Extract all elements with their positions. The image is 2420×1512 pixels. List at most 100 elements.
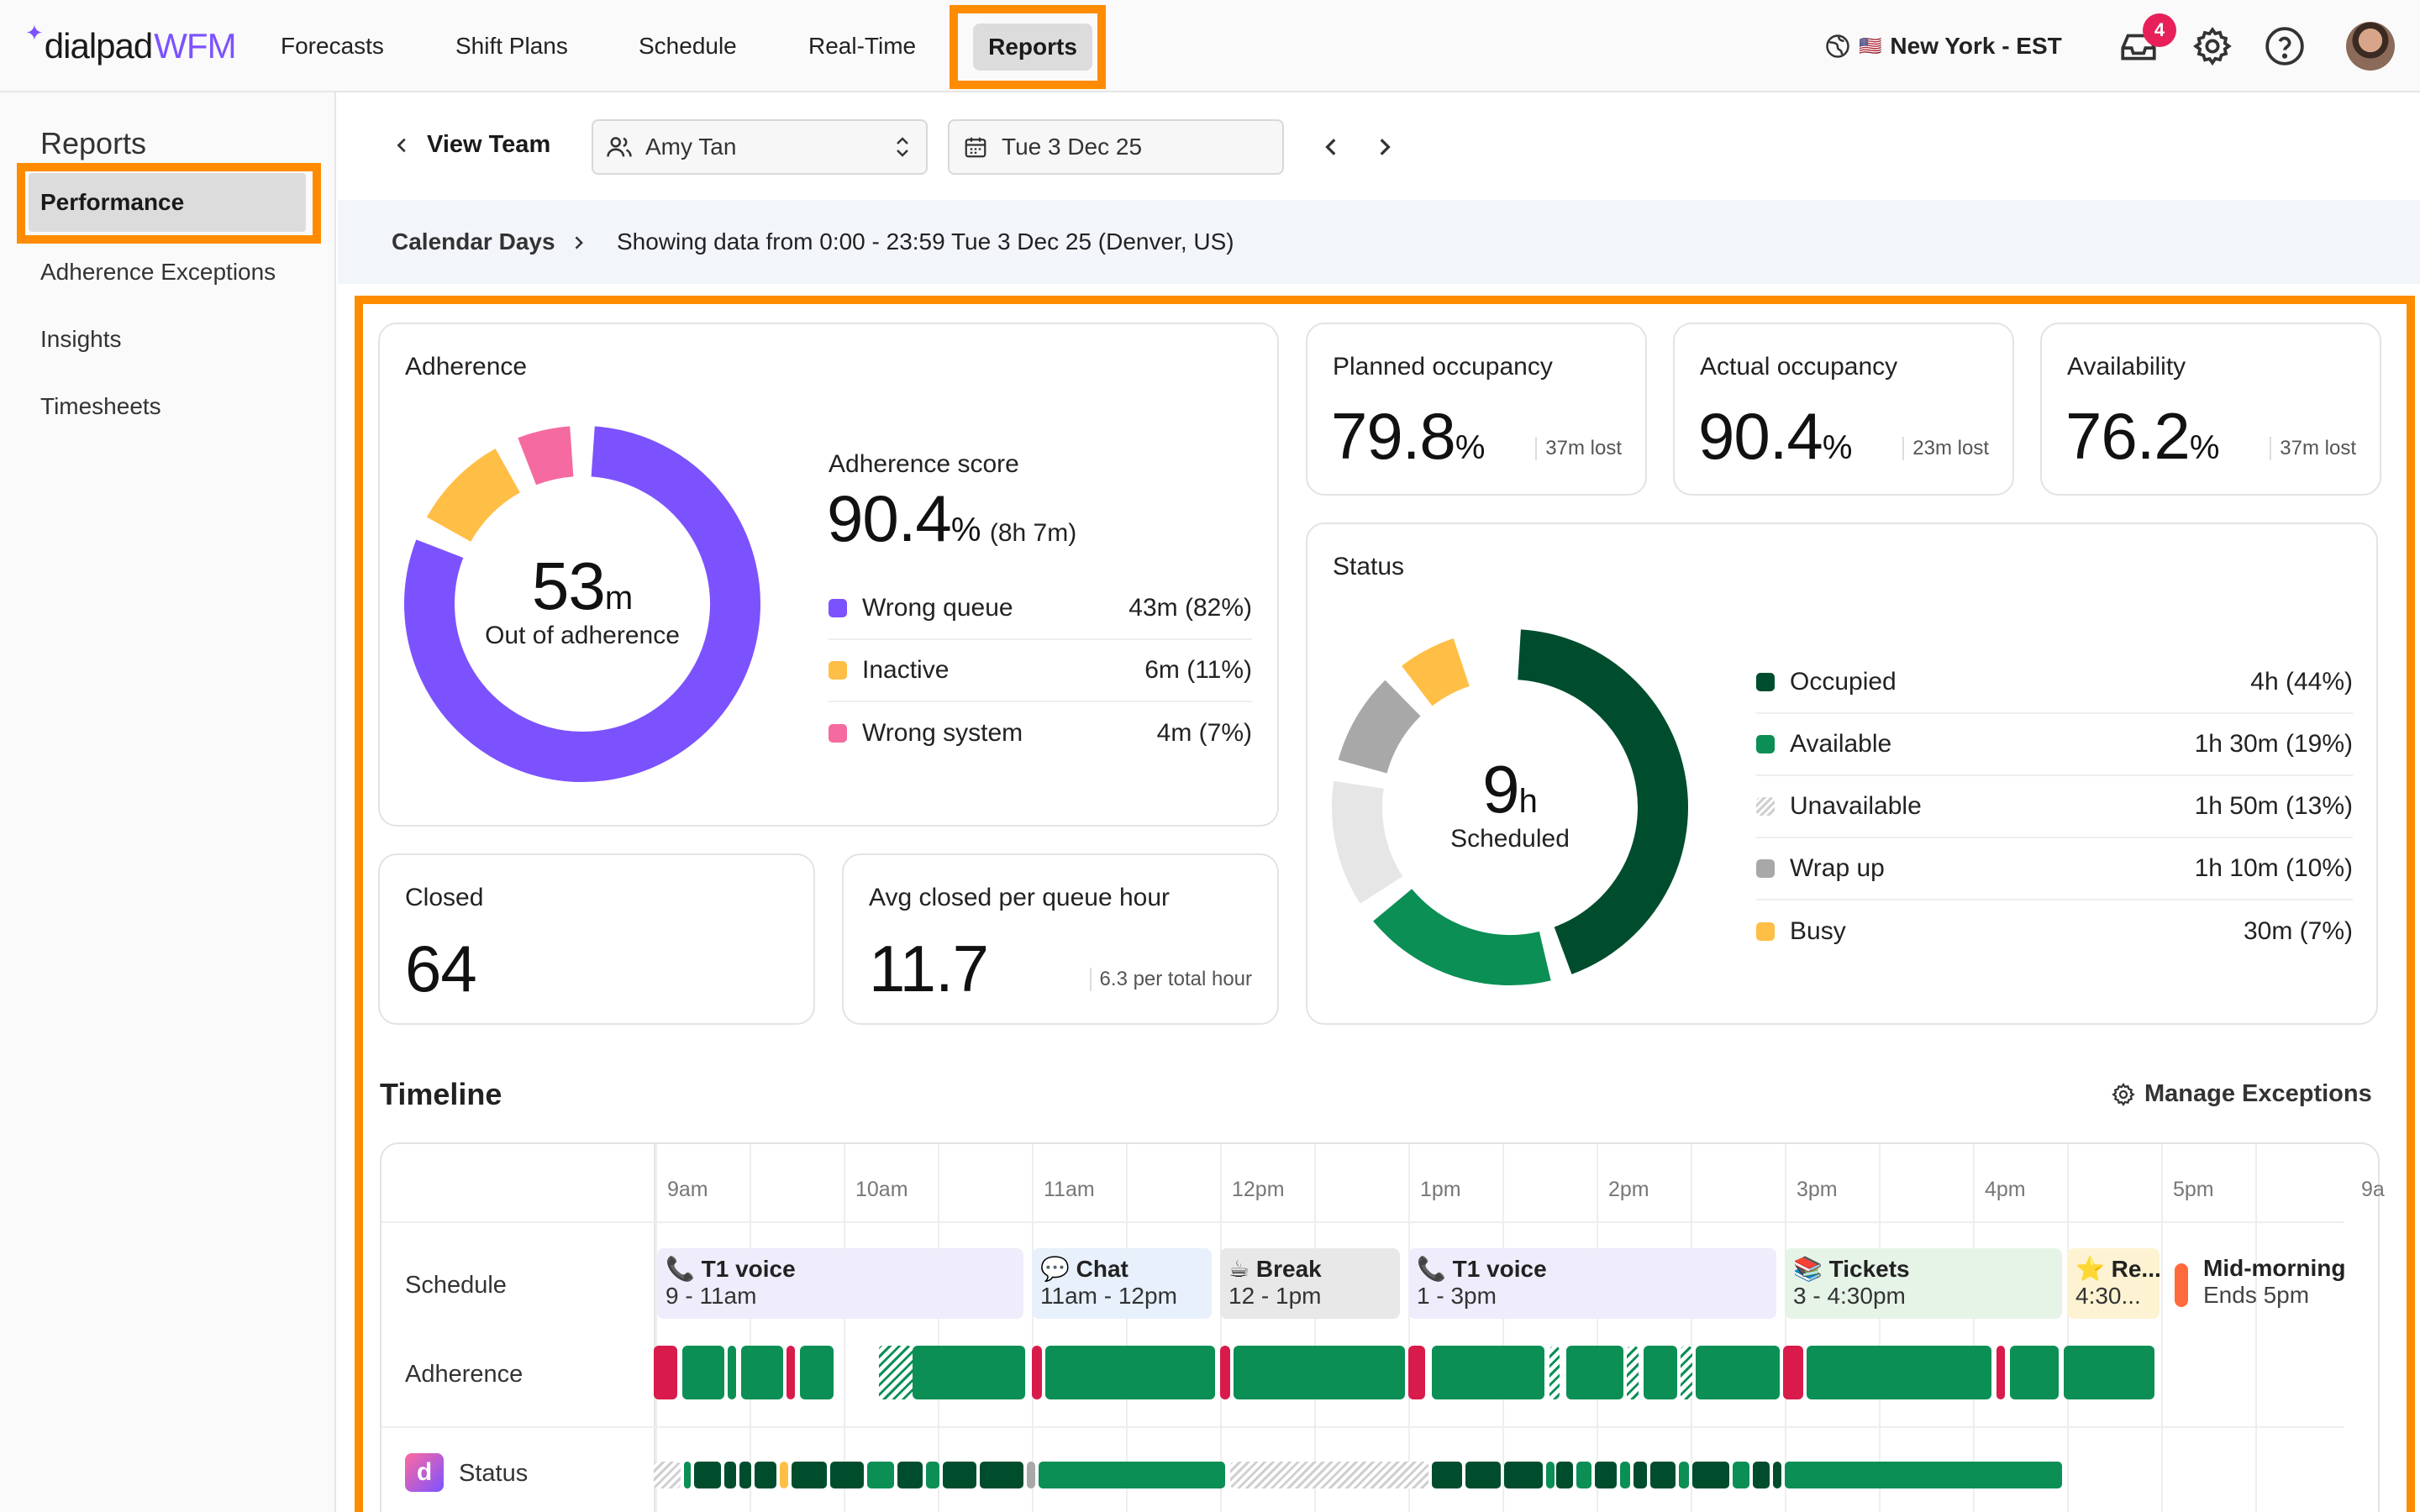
status-segment[interactable] [739, 1462, 751, 1488]
status-segment[interactable] [1432, 1462, 1462, 1488]
previous-day-icon[interactable] [1321, 136, 1343, 158]
adherence-legend-label: Inactive [862, 656, 950, 684]
adherence-segment[interactable] [879, 1346, 913, 1399]
status-segment[interactable] [1556, 1462, 1573, 1488]
status-segment[interactable] [792, 1462, 827, 1488]
status-segment[interactable] [1650, 1462, 1676, 1488]
sidebar-item-timesheets[interactable]: Timesheets [40, 393, 161, 419]
metric-title: Actual occupancy [1700, 353, 1898, 381]
schedule-block[interactable]: 📞 T1 voice 1 - 3pm [1408, 1248, 1776, 1319]
status-segment[interactable] [980, 1462, 1023, 1488]
status-segment[interactable] [724, 1462, 736, 1488]
status-segment[interactable] [780, 1462, 788, 1488]
nav-schedule[interactable]: Schedule [639, 33, 737, 59]
calendar-days-toggle[interactable]: Calendar Days [392, 228, 587, 255]
status-segment[interactable] [1692, 1462, 1729, 1488]
adherence-segment[interactable] [913, 1346, 1025, 1399]
adherence-segment[interactable] [728, 1346, 736, 1399]
status-segment[interactable] [1039, 1462, 1225, 1488]
nav-reports[interactable]: Reports [973, 24, 1092, 71]
inbox-icon[interactable] [2118, 25, 2160, 67]
status-segment[interactable] [1785, 1462, 2062, 1488]
adherence-segment[interactable] [1627, 1346, 1639, 1399]
agent-select[interactable]: Amy Tan [592, 119, 928, 175]
adherence-segment[interactable] [786, 1346, 795, 1399]
next-day-icon[interactable] [1373, 136, 1395, 158]
adherence-segment[interactable] [1045, 1346, 1215, 1399]
status-segment[interactable] [1634, 1462, 1647, 1488]
sidebar-item-performance[interactable]: Performance [29, 173, 306, 232]
sidebar-item-adherence-exceptions[interactable]: Adherence Exceptions [40, 259, 276, 285]
adherence-segment[interactable] [1783, 1346, 1803, 1399]
status-segment[interactable] [1576, 1462, 1591, 1488]
adherence-segment[interactable] [1220, 1346, 1230, 1399]
adherence-segment[interactable] [1234, 1346, 1405, 1399]
adherence-segment[interactable] [682, 1346, 724, 1399]
dialpad-wfm-logo[interactable]: ✦ dialpad WFM [25, 19, 237, 66]
status-segment[interactable] [1504, 1462, 1543, 1488]
nav-shift-plans[interactable]: Shift Plans [455, 33, 568, 59]
hour-label: 1pm [1420, 1178, 1461, 1201]
adherence-segment[interactable] [1696, 1346, 1780, 1399]
adherence-segment[interactable] [1549, 1346, 1560, 1399]
status-segment[interactable] [755, 1462, 776, 1488]
adherence-segment[interactable] [1644, 1346, 1677, 1399]
metric-card: Actual occupancy 90.4% 23m lost [1673, 323, 2014, 496]
user-avatar[interactable] [2346, 22, 2395, 71]
view-team-button[interactable]: View Team [393, 131, 550, 159]
status-segment[interactable] [654, 1462, 681, 1488]
adherence-segment[interactable] [1566, 1346, 1623, 1399]
status-segment[interactable] [1620, 1462, 1630, 1488]
adherence-segment[interactable] [1996, 1346, 2005, 1399]
timeline-gridline [1879, 1144, 1881, 1512]
status-segment[interactable] [1679, 1462, 1689, 1488]
status-segment[interactable] [1546, 1462, 1555, 1488]
adherence-segment[interactable] [1807, 1346, 1991, 1399]
date-picker[interactable]: Tue 3 Dec 25 [948, 119, 1284, 175]
status-segment[interactable] [926, 1462, 939, 1488]
help-icon[interactable] [2264, 25, 2306, 67]
status-segment[interactable] [1773, 1462, 1781, 1488]
metric-unit: % [1455, 429, 1486, 466]
status-segment[interactable] [897, 1462, 923, 1488]
status-segment[interactable] [867, 1462, 894, 1488]
sidebar-item-insights[interactable]: Insights [40, 326, 122, 352]
adherence-segment[interactable] [1432, 1346, 1544, 1399]
hour-label: 9a [2361, 1178, 2385, 1201]
status-donut [1332, 629, 1688, 985]
adherence-segment[interactable] [2064, 1346, 2154, 1399]
metric-title: Planned occupancy [1333, 353, 1553, 381]
manage-exceptions-button[interactable]: Manage Exceptions [2111, 1080, 2372, 1108]
timezone-selector[interactable]: 🇺🇸 New York - EST [1825, 27, 2062, 66]
status-segment[interactable] [684, 1462, 691, 1488]
status-segment[interactable] [1465, 1462, 1501, 1488]
status-segment[interactable] [694, 1462, 721, 1488]
schedule-block[interactable]: ⭐ Re... 4:30... [2067, 1248, 2160, 1319]
status-segment[interactable] [1595, 1462, 1617, 1488]
adherence-segment[interactable] [800, 1346, 834, 1399]
adherence-segment[interactable] [1681, 1346, 1692, 1399]
adherence-segment[interactable] [2010, 1346, 2059, 1399]
adherence-segment[interactable] [1408, 1346, 1425, 1399]
status-segment[interactable] [830, 1462, 864, 1488]
adherence-title: Adherence [405, 353, 528, 381]
nav-forecasts[interactable]: Forecasts [281, 33, 384, 59]
status-legend-label: Occupied [1790, 668, 1897, 696]
timeline-gridline [1502, 1144, 1504, 1512]
adherence-segment[interactable] [654, 1346, 677, 1399]
schedule-block[interactable]: ☕ Break 12 - 1pm [1220, 1248, 1400, 1319]
adherence-segment[interactable] [1032, 1346, 1042, 1399]
schedule-block[interactable]: 📚 Tickets 3 - 4:30pm [1785, 1248, 2062, 1319]
gear-icon[interactable] [2191, 25, 2233, 67]
event-label[interactable]: Mid-morning Ends 5pm [2203, 1255, 2346, 1309]
chevron-right-icon [575, 236, 584, 249]
status-segment[interactable] [1753, 1462, 1770, 1488]
adherence-segment[interactable] [741, 1346, 783, 1399]
status-segment[interactable] [1230, 1462, 1428, 1488]
nav-real-time[interactable]: Real-Time [808, 33, 917, 59]
schedule-block[interactable]: 📞 T1 voice 9 - 11am [657, 1248, 1023, 1319]
schedule-block[interactable]: 💬 Chat 11am - 12pm [1032, 1248, 1212, 1319]
status-segment[interactable] [1733, 1462, 1749, 1488]
status-segment[interactable] [943, 1462, 976, 1488]
status-segment[interactable] [1027, 1462, 1035, 1488]
